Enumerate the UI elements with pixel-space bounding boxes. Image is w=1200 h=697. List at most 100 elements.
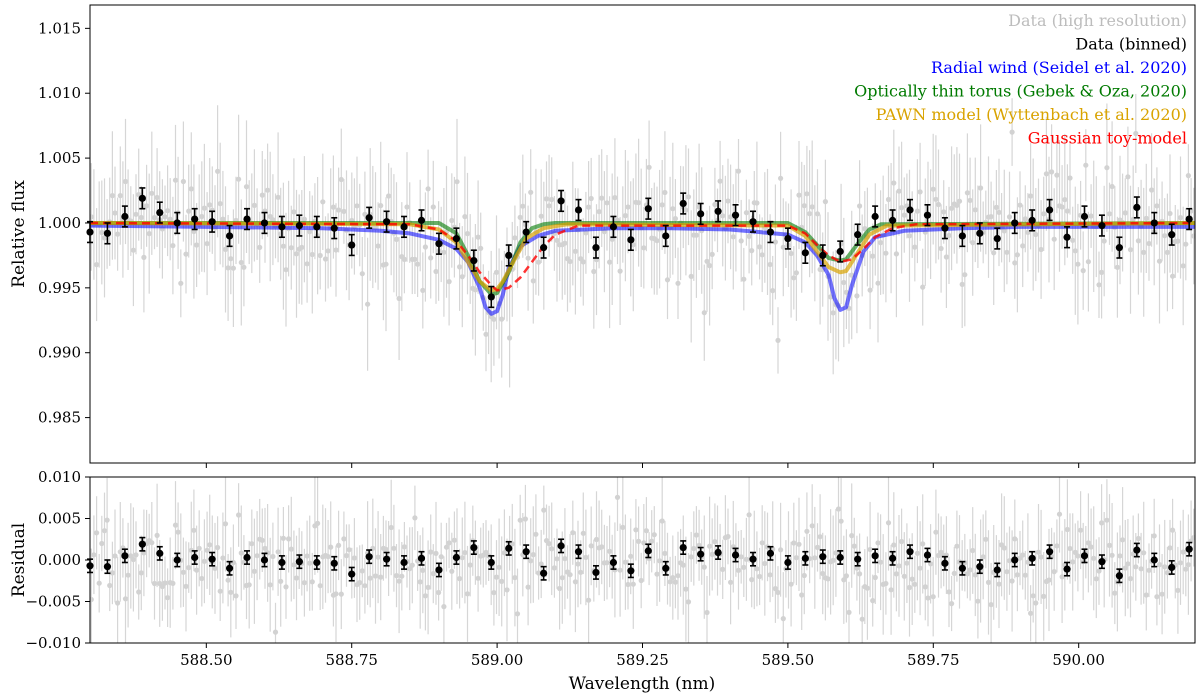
highres-point <box>604 200 610 206</box>
highres-point <box>341 208 347 214</box>
highres-point <box>207 202 213 208</box>
highres-point <box>1035 549 1042 555</box>
highres-point <box>1059 204 1065 210</box>
bottom-x-ticks: 588.50 588.75 589.00 589.25 589.50 589.75 590.… <box>180 643 1105 669</box>
highres-point <box>1154 203 1160 209</box>
binned-point <box>1063 233 1071 241</box>
highres-point <box>580 530 586 536</box>
highres-point <box>1006 558 1013 564</box>
binned-point <box>103 229 112 237</box>
highres-point <box>165 208 171 214</box>
highres-point <box>1167 210 1173 217</box>
highres-point <box>854 293 860 299</box>
highres-point <box>90 214 94 220</box>
highres-point <box>1064 208 1070 214</box>
highres-point <box>1067 545 1073 552</box>
highres-point <box>267 582 273 588</box>
highres-point <box>791 540 797 546</box>
highres-point <box>870 253 876 259</box>
highres-point <box>136 589 142 595</box>
highres-point <box>415 261 421 267</box>
highres-point <box>238 259 244 266</box>
binned-point <box>260 219 269 227</box>
highres-point <box>672 579 679 585</box>
y-tick-label: 1.000 <box>38 214 81 232</box>
highres-point <box>1020 552 1026 558</box>
binned-point <box>801 249 809 257</box>
highres-point <box>1046 577 1052 583</box>
highres-point <box>409 562 415 568</box>
highres-point <box>378 574 384 580</box>
binned-point <box>819 553 827 561</box>
highres-point <box>451 537 457 543</box>
highres-point <box>588 543 594 549</box>
highres-point <box>643 528 650 534</box>
highres-point <box>617 567 623 573</box>
highres-point <box>691 545 697 552</box>
highres-point <box>375 243 381 249</box>
highres-point <box>241 264 247 270</box>
highres-point <box>746 233 752 239</box>
highres-point <box>904 560 910 566</box>
highres-point <box>920 541 926 547</box>
highres-point <box>1122 565 1128 571</box>
x-tick-label: 588.50 <box>180 651 233 669</box>
highres-point <box>599 544 605 550</box>
highres-point <box>501 550 507 556</box>
highres-point <box>841 279 847 286</box>
highres-point <box>422 593 428 599</box>
highres-point <box>130 556 136 563</box>
top-y-axis-label: Relative flux <box>9 180 29 288</box>
highres-point <box>151 580 158 587</box>
highres-point <box>478 245 484 251</box>
highres-point <box>707 543 713 549</box>
highres-point <box>346 547 352 553</box>
legend-entry: Gaussian toy-model <box>1028 129 1187 148</box>
highres-point <box>144 203 150 209</box>
binned-point <box>540 569 548 577</box>
highres-point <box>109 570 115 576</box>
highres-point <box>1122 210 1128 216</box>
highres-point <box>996 209 1002 215</box>
binned-point <box>609 223 618 231</box>
x-tick-label: 589.50 <box>762 651 815 669</box>
highres-point <box>149 540 155 546</box>
binned-point <box>679 199 687 208</box>
binned-point <box>906 548 914 556</box>
highres-point <box>301 216 307 222</box>
highres-point <box>320 199 326 205</box>
highres-point <box>101 235 108 241</box>
highres-point <box>943 254 950 260</box>
highres-point <box>1083 162 1089 168</box>
highres-point <box>704 609 710 616</box>
highres-point <box>1051 236 1057 242</box>
highres-point <box>288 245 294 251</box>
binned-point <box>208 555 216 563</box>
binned-point <box>731 211 740 219</box>
binned-point <box>871 212 879 221</box>
highres-point <box>457 576 463 582</box>
binned-point <box>714 207 722 215</box>
highres-point <box>922 584 928 590</box>
binned-point <box>487 558 495 567</box>
highres-point <box>1085 540 1091 546</box>
binned-point <box>400 223 408 231</box>
highres-point <box>151 215 158 221</box>
highres-point <box>1054 172 1060 178</box>
highres-point <box>707 263 713 269</box>
binned-point <box>1133 546 1141 554</box>
highres-point <box>1014 252 1021 258</box>
highres-point <box>1101 238 1107 244</box>
binned-point <box>417 554 426 562</box>
highres-point <box>630 242 636 248</box>
highres-point <box>309 251 315 258</box>
highres-point <box>1164 249 1170 255</box>
highres-point <box>754 566 760 572</box>
highres-point <box>430 204 436 210</box>
highres-point <box>754 200 760 206</box>
highres-point <box>309 579 315 585</box>
highres-point <box>1104 165 1110 171</box>
highres-point <box>846 609 852 616</box>
highres-point <box>685 599 692 605</box>
highres-point <box>493 269 500 275</box>
